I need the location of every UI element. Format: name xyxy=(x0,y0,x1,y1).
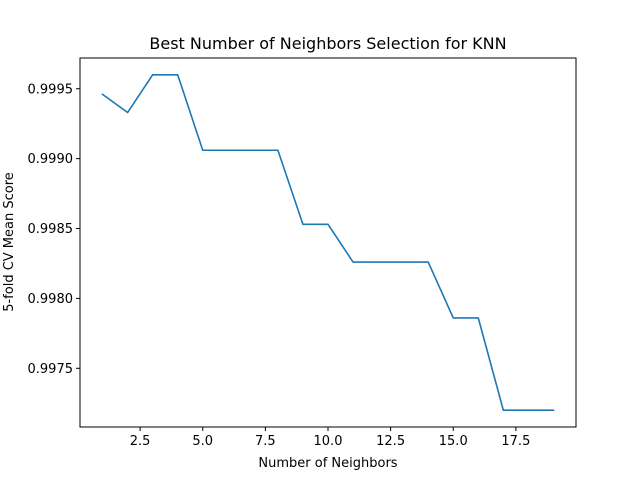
x-axis-ticks: 2.5 5.0 7.5 10.0 12.5 15.0 17.5 xyxy=(130,427,530,449)
data-point xyxy=(201,148,205,152)
y-tick-label: 0.9980 xyxy=(28,292,74,307)
y-axis-label: 5-fold CV Mean Score xyxy=(2,172,17,312)
data-point xyxy=(176,73,180,77)
y-tick-label: 0.9995 xyxy=(28,82,74,97)
data-point xyxy=(301,222,305,226)
x-tick-label: 12.5 xyxy=(376,434,405,449)
data-point xyxy=(326,222,330,226)
data-point xyxy=(151,73,155,77)
x-tick-label: 7.5 xyxy=(255,434,276,449)
data-point xyxy=(251,148,255,152)
data-point xyxy=(226,148,230,152)
data-point xyxy=(476,316,480,320)
x-tick-label: 15.0 xyxy=(439,434,468,449)
y-tick-label: 0.9985 xyxy=(28,222,74,237)
y-axis-ticks: 0.9975 0.9980 0.9985 0.9990 0.9995 xyxy=(28,82,80,377)
data-point xyxy=(101,92,105,96)
data-point xyxy=(376,260,380,264)
data-point xyxy=(401,260,405,264)
x-tick-label: 2.5 xyxy=(130,434,151,449)
y-tick-label: 0.9990 xyxy=(28,152,74,167)
data-point xyxy=(351,260,355,264)
y-tick-label: 0.9975 xyxy=(28,362,74,377)
x-axis-label: Number of Neighbors xyxy=(258,456,397,471)
series-line xyxy=(101,73,555,412)
data-point xyxy=(501,408,505,412)
data-point xyxy=(276,148,280,152)
chart-title: Best Number of Neighbors Selection for K… xyxy=(149,34,506,53)
data-point xyxy=(126,111,130,115)
data-point xyxy=(426,260,430,264)
x-tick-label: 5.0 xyxy=(192,434,213,449)
data-point xyxy=(551,408,555,412)
x-tick-label: 17.5 xyxy=(501,434,530,449)
x-tick-label: 10.0 xyxy=(314,434,343,449)
data-point xyxy=(526,408,530,412)
data-point xyxy=(451,316,455,320)
